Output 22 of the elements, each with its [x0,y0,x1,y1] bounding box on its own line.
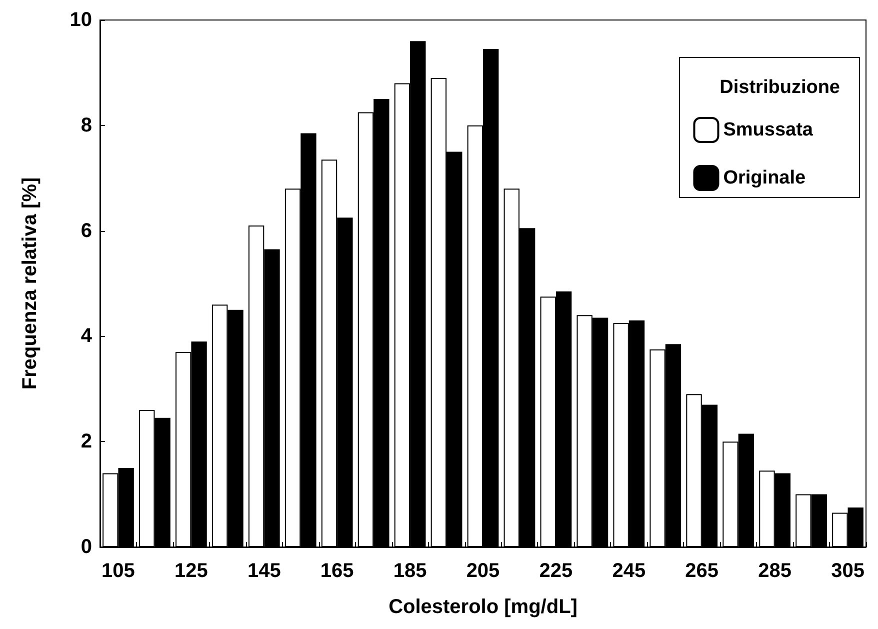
x-tick-label: 225 [539,560,573,582]
x-tick-label: 245 [612,560,646,582]
x-tick-label: 125 [174,560,208,582]
y-tick-label: 10 [70,9,92,31]
y-tick-label: 0 [80,536,92,558]
y-tick-label: 8 [80,114,92,136]
y-tick-label: 4 [80,325,93,348]
legend-label: Originale [723,168,806,188]
x-tick-label: 145 [247,560,281,582]
y-axis-title: Frequenza relativa [%] [19,177,41,390]
legend-label: Smussata [723,120,814,140]
x-tick-label: 105 [102,560,135,582]
y-tick-label: 6 [80,220,92,242]
x-tick-label: 305 [831,560,864,582]
x-tick-label: 265 [685,560,719,582]
x-tick-label: 165 [320,560,354,582]
x-axis-title: Colesterolo [mg/dL] [388,596,578,618]
x-tick-label: 285 [758,560,792,582]
x-tick-label: 185 [393,560,427,582]
y-tick-label: 2 [80,430,92,453]
legend-title: Distribuzione [720,77,840,98]
x-tick-label: 205 [466,560,500,582]
